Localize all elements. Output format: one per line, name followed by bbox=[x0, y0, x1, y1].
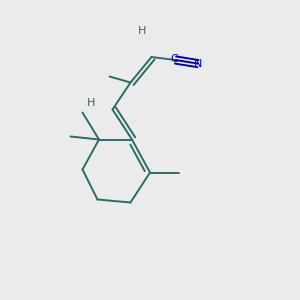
Text: N: N bbox=[194, 58, 202, 69]
Text: H: H bbox=[138, 26, 147, 37]
Text: C: C bbox=[170, 54, 178, 64]
Text: H: H bbox=[87, 98, 96, 109]
